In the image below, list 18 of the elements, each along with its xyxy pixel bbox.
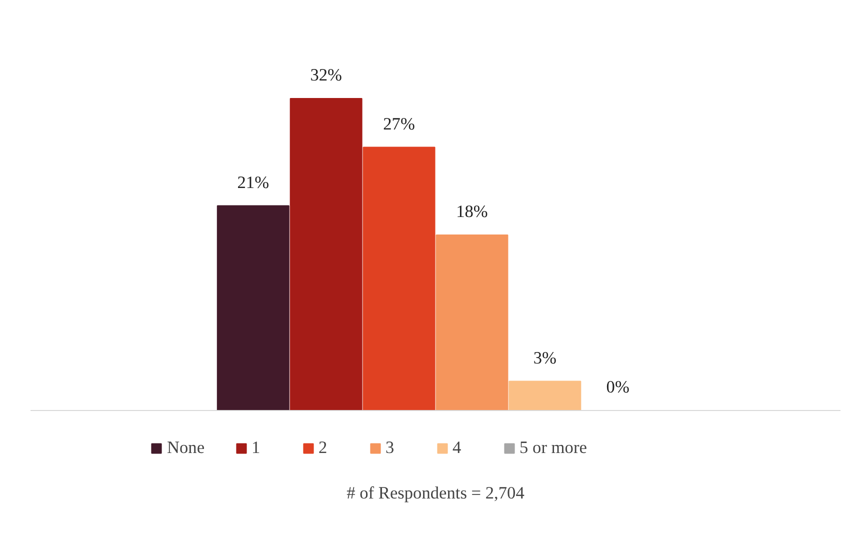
- legend-label: 4: [452, 438, 462, 458]
- bar: [436, 234, 508, 411]
- legend-label: 3: [386, 438, 396, 458]
- data-label: 32%: [310, 66, 342, 84]
- data-label: 27%: [383, 114, 415, 134]
- text: # of Respondents = 2,704: [346, 484, 525, 502]
- legend-label: 2: [318, 438, 328, 458]
- legend-label: 5 or more: [520, 438, 587, 458]
- legend-label: 1: [252, 438, 262, 458]
- bar: [362, 146, 436, 411]
- bar: [508, 380, 582, 411]
- data-label: 0%: [606, 378, 630, 396]
- data-label: 18%: [456, 202, 488, 221]
- legend-label: None: [167, 438, 205, 458]
- data-label: 21%: [237, 172, 270, 192]
- bar: [216, 205, 290, 411]
- data-label: 3%: [533, 348, 556, 368]
- bar: [290, 98, 362, 411]
